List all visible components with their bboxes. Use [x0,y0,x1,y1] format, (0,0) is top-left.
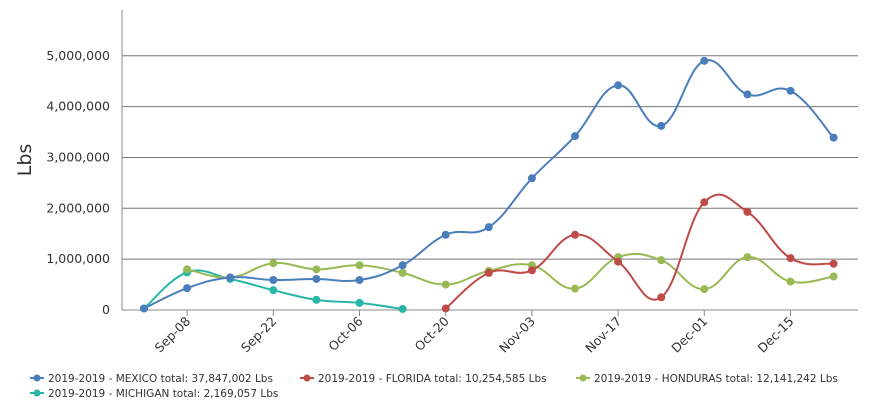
y-tick-label: 0 [102,302,110,317]
data-point[interactable] [786,277,795,286]
legend-label: 2019-2019 - MICHIGAN total: 2,169,057 Lb… [48,388,278,400]
legend-label: 2019-2019 - MEXICO total: 37,847,002 Lbs [48,373,273,385]
x-tick-label: Dec-15 [754,314,796,356]
legend-label: 2019-2019 - FLORIDA total: 10,254,585 Lb… [318,373,547,385]
data-point[interactable] [786,254,795,263]
data-point[interactable] [829,272,838,281]
data-point[interactable] [355,276,364,284]
data-point[interactable] [183,284,192,293]
data-point[interactable] [183,265,192,274]
data-point[interactable] [484,268,493,277]
x-tick-label: Dec-01 [668,314,710,356]
data-point[interactable] [312,265,321,274]
data-point[interactable] [614,257,623,266]
data-point[interactable] [140,304,148,313]
x-tick-label: Sep-08 [152,313,194,355]
x-tick-label: Oct-20 [411,313,451,353]
x-tick-label: Nov-03 [496,314,538,356]
data-point[interactable] [269,276,278,284]
data-point[interactable] [657,256,666,265]
data-point[interactable] [700,285,709,294]
data-point[interactable] [571,132,579,141]
y-tick-label: 1,000,000 [46,251,110,266]
data-point[interactable] [441,230,450,239]
series-2019-2019-florida [441,193,838,313]
y-tick-label: 3,000,000 [46,149,110,164]
legend: 2019-2019 - MEXICO total: 37,847,002 Lbs… [30,373,838,400]
data-point[interactable] [226,273,235,282]
data-point[interactable] [312,274,321,283]
data-point[interactable] [786,86,795,95]
data-point[interactable] [743,90,752,99]
series-2019-2019-mexico [140,56,838,313]
legend-swatch-marker [33,389,41,397]
series-line [445,193,834,310]
legend-item[interactable]: 2019-2019 - MEXICO total: 37,847,002 Lbs [30,373,273,385]
data-point[interactable] [441,304,450,313]
x-tick-label: Oct-06 [325,313,365,353]
x-tick-label: Nov-17 [582,314,624,356]
x-tick-labels: Sep-08 Sep-22 Oct-06 Oct-20 Nov-03 Nov-17 Dec-… [152,313,797,355]
data-point[interactable] [355,298,364,307]
data-point[interactable] [829,133,838,142]
data-point[interactable] [829,259,838,268]
data-point[interactable] [269,259,278,268]
data-point[interactable] [743,207,752,216]
data-point[interactable] [398,261,407,270]
y-tick-label: 5,000,000 [46,48,110,63]
series-line [143,59,835,310]
x-tick-label: Sep-22 [238,314,280,356]
legend-swatch-marker [579,374,587,382]
data-point[interactable] [743,253,752,262]
legend-label: 2019-2019 - HONDURAS total: 12,141,242 L… [594,373,838,385]
data-point[interactable] [614,81,623,90]
data-point[interactable] [269,286,278,295]
data-point[interactable] [355,261,364,270]
series-line [186,252,834,291]
data-point[interactable] [657,293,666,302]
legend-swatch-marker [303,374,311,382]
legend-swatch-marker [33,374,41,382]
data-point[interactable] [312,295,321,304]
y-tick-labels: 0 1,000,000 2,000,000 3,000,000 4,000,000 5,0… [46,48,110,317]
data-point[interactable] [441,280,450,289]
data-point[interactable] [527,266,536,275]
legend-item[interactable]: 2019-2019 - HONDURAS total: 12,141,242 L… [576,373,838,385]
data-point[interactable] [398,304,407,313]
legend-item[interactable]: 2019-2019 - FLORIDA total: 10,254,585 Lb… [300,373,547,385]
data-point[interactable] [527,174,536,183]
y-tick-label: 2,000,000 [46,200,110,215]
data-point[interactable] [700,198,709,207]
y-axis-title: Lbs [14,144,36,177]
series-lines [140,56,838,313]
y-tick-label: 4,000,000 [46,99,110,114]
data-point[interactable] [657,121,666,130]
data-point[interactable] [571,284,579,293]
data-point[interactable] [571,230,579,239]
legend-item[interactable]: 2019-2019 - MICHIGAN total: 2,169,057 Lb… [30,388,278,400]
data-point[interactable] [484,223,493,232]
data-point[interactable] [700,56,709,65]
gridlines [122,55,858,311]
data-point[interactable] [398,268,407,277]
